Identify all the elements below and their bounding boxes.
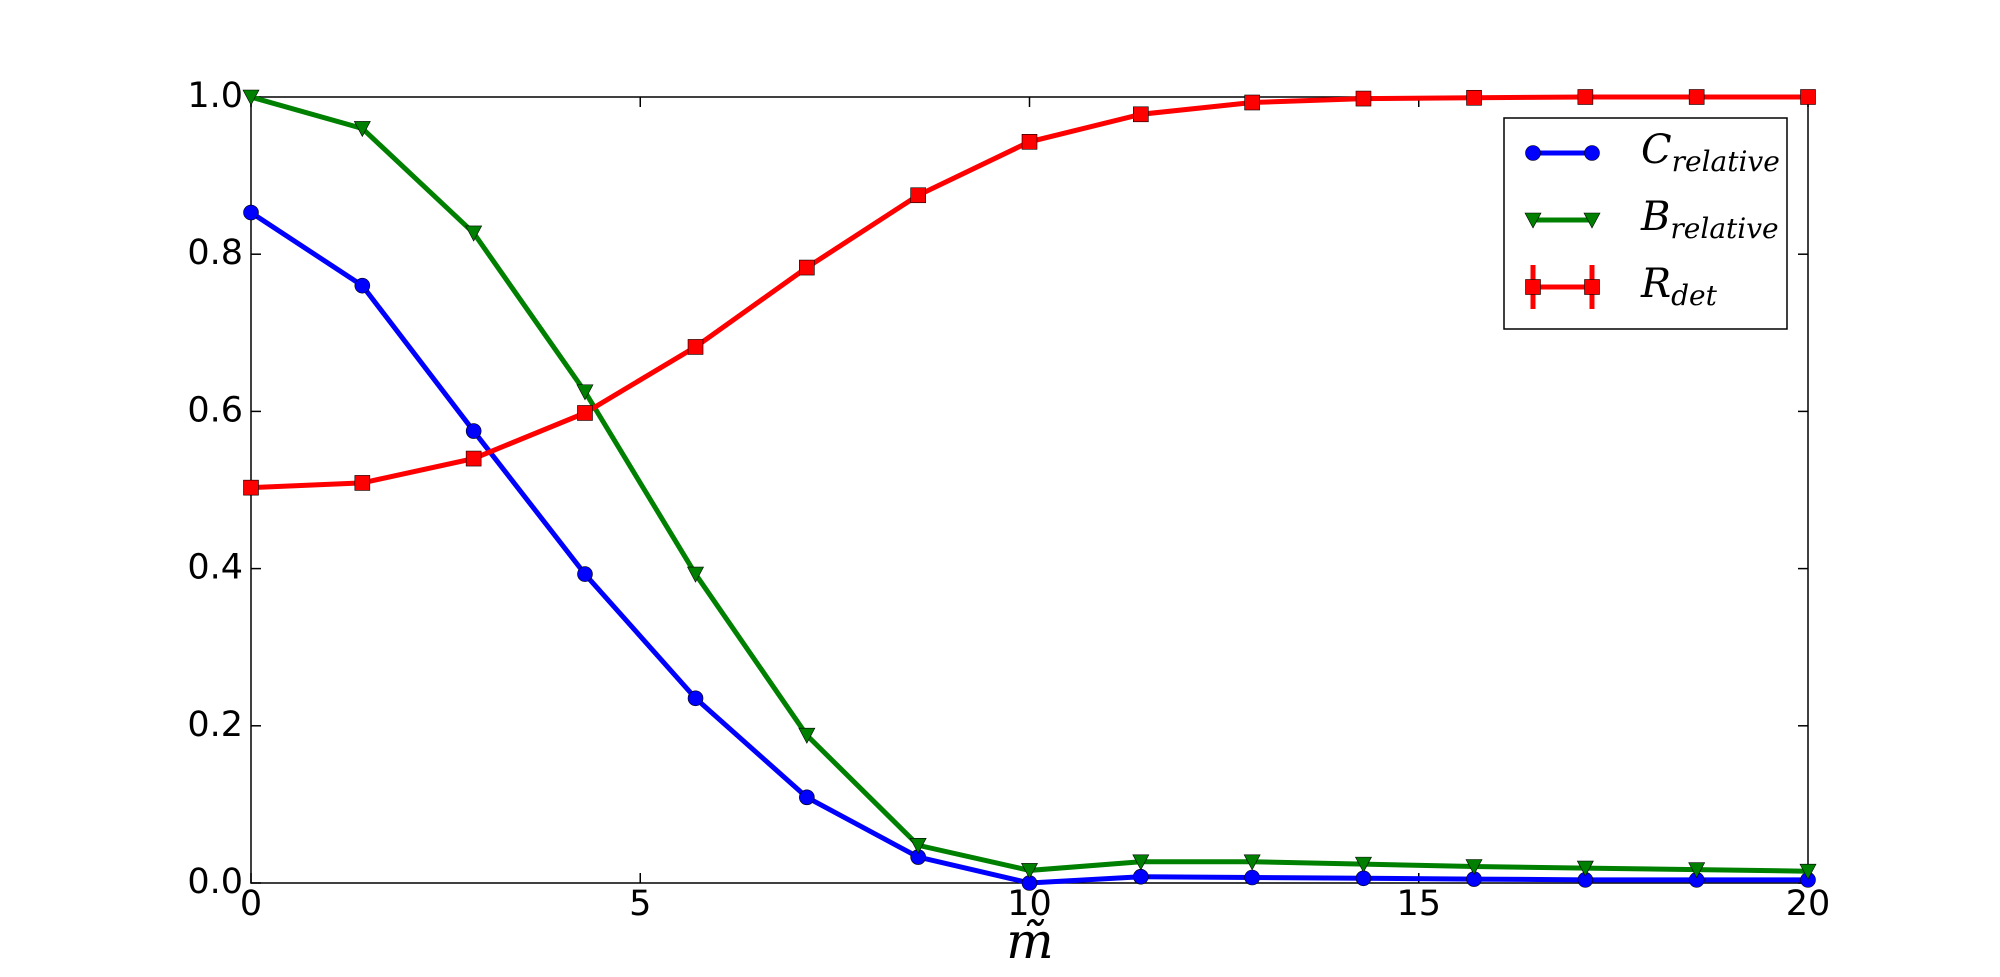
marker: [577, 566, 593, 582]
marker: [465, 450, 482, 467]
legend-label: Crelative: [1641, 127, 1780, 178]
marker: [1133, 106, 1149, 123]
legend-name: R: [1640, 261, 1671, 307]
marker: [798, 727, 816, 744]
marker: [1577, 89, 1594, 105]
y-tick-label: 0.2: [187, 705, 243, 745]
legend-label: Rdet: [1640, 261, 1718, 312]
marker: [465, 225, 483, 242]
marker: [353, 121, 371, 138]
marker: [354, 277, 371, 294]
marker: [1799, 863, 1817, 880]
marker: [1583, 212, 1601, 229]
marker: [577, 405, 593, 421]
marker: [1021, 134, 1038, 150]
marker: [1132, 854, 1150, 871]
legend-name: C: [1641, 127, 1672, 173]
marker: [243, 479, 259, 496]
marker: [687, 566, 705, 583]
y-tick-label: 0.0: [187, 862, 243, 902]
legend-subscript: relative: [1672, 145, 1780, 178]
legend-subscript: det: [1671, 279, 1717, 312]
marker: [1584, 145, 1600, 161]
y-tick-label: 1.0: [187, 76, 243, 116]
x-tick-label: 20: [1786, 884, 1831, 924]
marker: [243, 204, 259, 221]
marker: [1021, 863, 1038, 880]
y-tick-label: 0.8: [187, 233, 243, 273]
marker: [1525, 145, 1541, 161]
marker: [687, 339, 704, 355]
marker: [1525, 279, 1541, 295]
marker: [1688, 862, 1706, 879]
marker: [354, 475, 371, 491]
x-tick-label: 5: [629, 884, 651, 924]
marker: [465, 423, 482, 439]
y-tick-label: 0.6: [187, 390, 243, 430]
marker: [1465, 859, 1483, 876]
marker: [910, 187, 926, 204]
legend-label: Brelative: [1640, 194, 1779, 245]
x-tick-label: 0: [240, 884, 262, 924]
marker: [1244, 94, 1260, 111]
marker: [1355, 90, 1372, 107]
marker: [909, 837, 927, 854]
marker: [1584, 279, 1600, 295]
marker: [1244, 869, 1260, 886]
marker: [1355, 870, 1372, 887]
legend-subscript: relative: [1670, 212, 1778, 245]
marker: [576, 384, 594, 401]
marker: [242, 89, 260, 106]
marker: [1243, 854, 1261, 871]
marker: [799, 789, 815, 806]
marker: [1800, 89, 1816, 105]
marker: [1466, 89, 1482, 106]
x-tick-label: 15: [1396, 884, 1441, 924]
x-axis-label: m̃: [1006, 912, 1053, 970]
marker: [687, 690, 704, 707]
marker: [1576, 860, 1594, 877]
y-tick-label: 0.4: [187, 548, 243, 588]
marker: [1354, 856, 1372, 873]
marker: [1133, 868, 1149, 885]
marker: [1524, 212, 1542, 229]
marker: [1688, 89, 1705, 105]
legend-name: B: [1640, 194, 1670, 240]
marker: [799, 259, 815, 276]
